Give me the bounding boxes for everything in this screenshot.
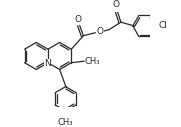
Text: CH₃: CH₃ [85, 57, 100, 66]
Text: CH₃: CH₃ [58, 118, 73, 127]
Text: O: O [75, 15, 82, 24]
Text: N: N [44, 59, 50, 68]
Text: O: O [96, 27, 103, 36]
Text: O: O [112, 0, 119, 9]
Text: Cl: Cl [159, 21, 167, 30]
